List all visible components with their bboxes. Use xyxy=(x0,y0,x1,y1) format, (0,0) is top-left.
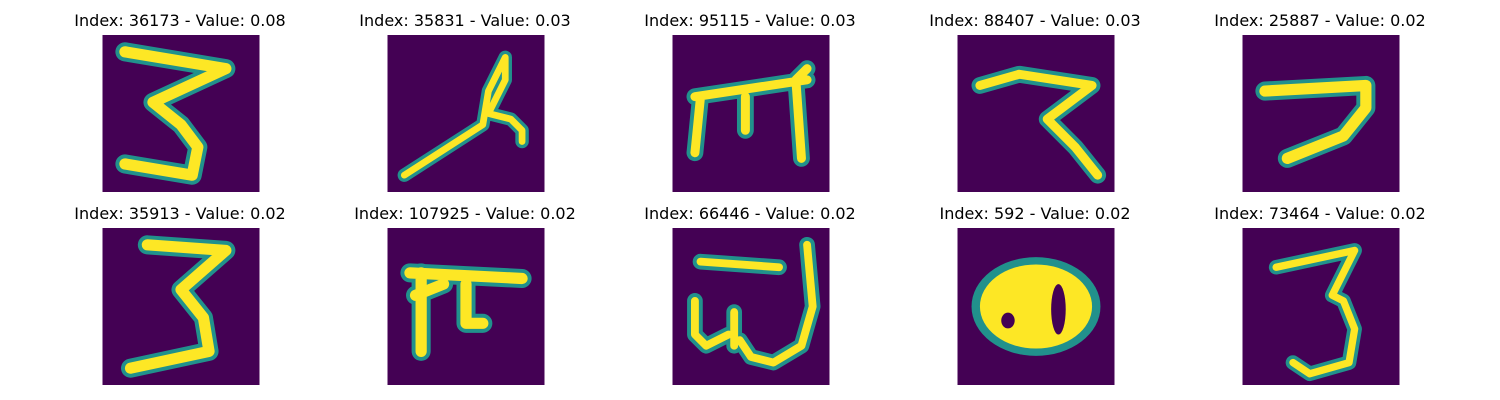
digit-image xyxy=(387,35,545,192)
digit-image xyxy=(1242,228,1400,385)
panel-title: Index: 35913 - Value: 0.02 xyxy=(74,204,286,223)
digit-image xyxy=(957,228,1115,385)
digit-image xyxy=(102,35,260,192)
panel-title: Index: 66446 - Value: 0.02 xyxy=(644,204,856,223)
digit-image xyxy=(672,35,830,192)
panel-title: Index: 592 - Value: 0.02 xyxy=(939,204,1131,223)
digit-image xyxy=(672,228,830,385)
panel-title: Index: 36173 - Value: 0.08 xyxy=(74,11,286,30)
panel-title: Index: 35831 - Value: 0.03 xyxy=(359,11,571,30)
panel-title: Index: 95115 - Value: 0.03 xyxy=(644,11,856,30)
digit-image xyxy=(957,35,1115,192)
panel-title: Index: 88407 - Value: 0.03 xyxy=(929,11,1141,30)
panel-title: Index: 25887 - Value: 0.02 xyxy=(1214,11,1426,30)
digit-image xyxy=(387,228,545,385)
digit-image xyxy=(1242,35,1400,192)
panel-title: Index: 73464 - Value: 0.02 xyxy=(1214,204,1426,223)
digit-image xyxy=(102,228,260,385)
panel-title: Index: 107925 - Value: 0.02 xyxy=(354,204,576,223)
